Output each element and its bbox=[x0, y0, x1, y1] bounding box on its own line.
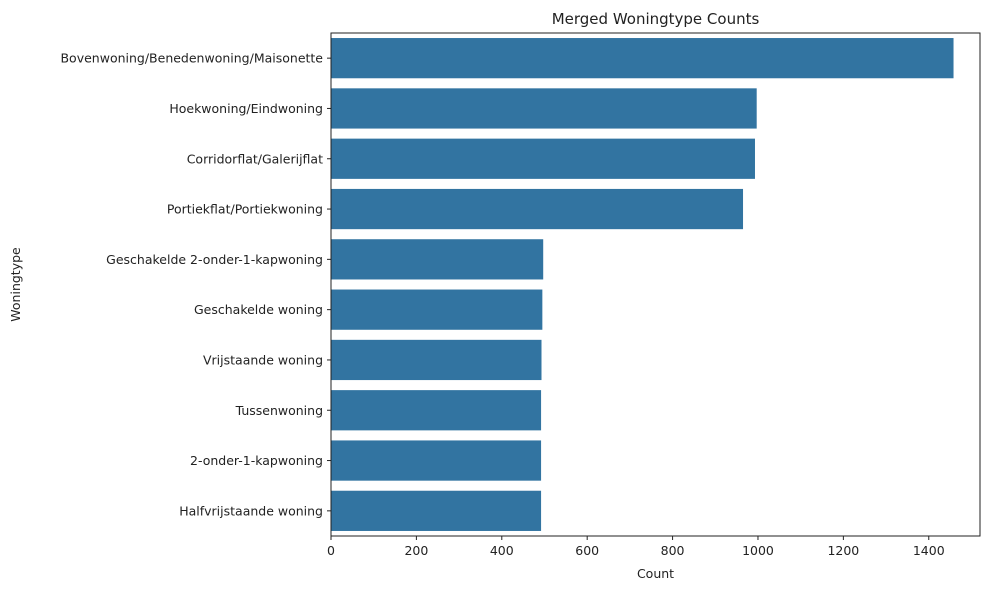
y-axis-ticks: Bovenwoning/Benedenwoning/Maisonette Hoek… bbox=[60, 51, 331, 518]
bar bbox=[331, 339, 542, 381]
y-axis-title: Woningtype bbox=[8, 247, 23, 322]
y-tick-label: Portiekflat/Portiekwoning bbox=[167, 202, 323, 217]
x-tick-label: 1000 bbox=[742, 543, 774, 558]
x-tick-label: 600 bbox=[575, 543, 599, 558]
bar bbox=[331, 289, 543, 330]
bar bbox=[331, 88, 757, 129]
x-tick-label: 200 bbox=[404, 543, 428, 558]
y-tick-label: 2-onder-1-kapwoning bbox=[190, 453, 323, 468]
y-tick-label: Geschakelde woning bbox=[194, 302, 323, 317]
bar bbox=[331, 490, 542, 531]
plot-frame bbox=[330, 32, 981, 537]
y-tick-label: Hoekwoning/Eindwoning bbox=[169, 101, 323, 116]
y-tick-label: Vrijstaande woning bbox=[203, 352, 323, 367]
y-tick-label: Halfvrijstaande woning bbox=[179, 503, 323, 518]
bar bbox=[331, 38, 954, 79]
y-tick-label: Tussenwoning bbox=[235, 403, 323, 418]
x-tick-label: 0 bbox=[327, 543, 335, 558]
bar bbox=[331, 390, 542, 431]
x-tick-label: 1400 bbox=[913, 543, 945, 558]
y-tick-label: Bovenwoning/Benedenwoning/Maisonette bbox=[60, 51, 323, 66]
y-tick-label: Geschakelde 2-onder-1-kapwoning bbox=[106, 252, 323, 267]
x-tick-label: 400 bbox=[490, 543, 514, 558]
y-tick-label: Corridorflat/Galerijflat bbox=[187, 151, 323, 166]
bar bbox=[331, 239, 544, 280]
bar-group bbox=[331, 38, 954, 531]
bar bbox=[331, 138, 755, 179]
x-tick-label: 800 bbox=[661, 543, 685, 558]
chart-title: Merged Woningtype Counts bbox=[552, 10, 760, 28]
bar bbox=[331, 440, 542, 481]
x-axis-ticks: 0 200 400 600 800 1000 1200 1400 bbox=[327, 536, 945, 558]
bar bbox=[331, 188, 744, 230]
x-tick-label: 1200 bbox=[827, 543, 859, 558]
x-axis-title: Count bbox=[637, 566, 674, 581]
